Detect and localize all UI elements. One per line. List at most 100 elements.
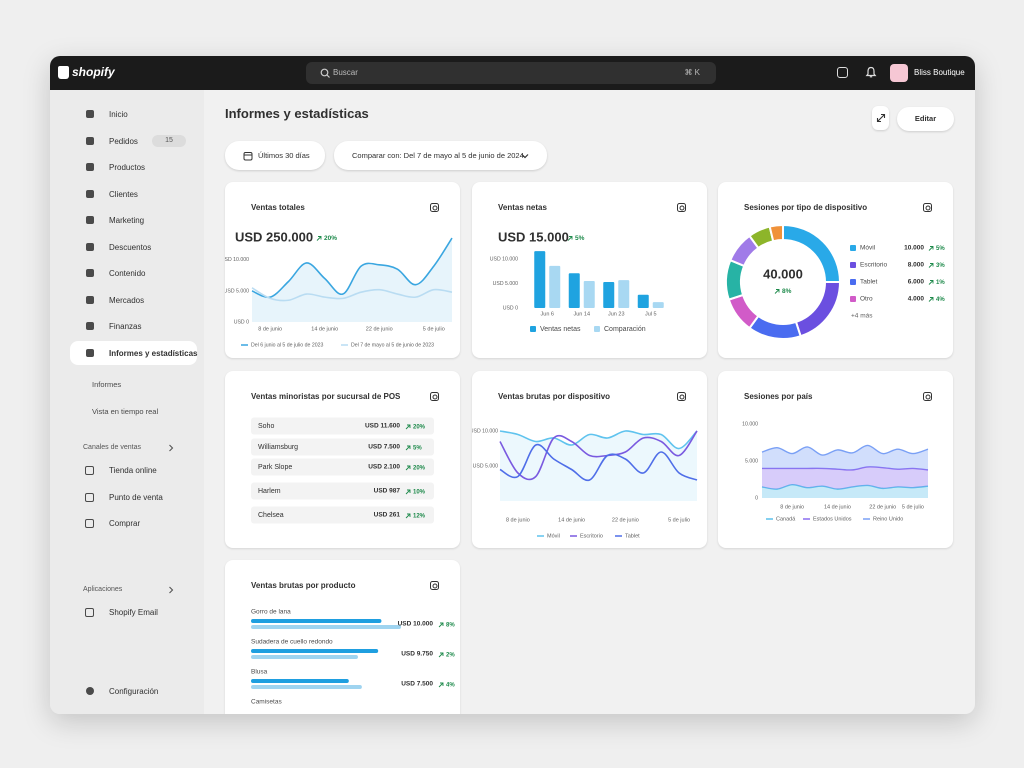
nav-subitem[interactable]: Informes bbox=[92, 380, 122, 389]
legend-swatch bbox=[850, 279, 856, 285]
nav-item[interactable]: Marketing bbox=[109, 216, 145, 225]
expand-button[interactable] bbox=[872, 106, 889, 130]
nav-item[interactable]: Pedidos bbox=[109, 136, 138, 146]
card-device-gross: Ventas brutas por dispositivo USD 5.000 US… bbox=[472, 371, 707, 548]
bar bbox=[549, 265, 561, 308]
shortcut: ⌘ K bbox=[684, 68, 700, 77]
nav-item[interactable]: Productos bbox=[109, 163, 146, 172]
legend-label: Otro bbox=[860, 296, 873, 303]
card-menu-icon[interactable] bbox=[923, 203, 932, 212]
store-name[interactable]: Bliss Boutique bbox=[914, 68, 965, 77]
x-tick-label: 5 de julio bbox=[902, 504, 924, 510]
icon-frame bbox=[430, 203, 439, 212]
section-title[interactable]: Canales de ventas bbox=[83, 444, 141, 451]
x-tick-label: 8 de junio bbox=[506, 517, 530, 523]
nav-item[interactable]: Configuración bbox=[109, 687, 159, 696]
calendar-icon bbox=[243, 152, 253, 161]
trend-value: 12% bbox=[413, 514, 426, 520]
legend-label: Ventas netas bbox=[540, 326, 581, 333]
trend-arrow bbox=[405, 489, 411, 495]
icon-frame bbox=[430, 392, 439, 401]
y-tick-label: USD 10.000 bbox=[225, 257, 249, 263]
nav-icon bbox=[86, 110, 94, 118]
chevron-path bbox=[169, 444, 174, 452]
avatar[interactable] bbox=[890, 64, 908, 82]
nav-item[interactable]: Inicio bbox=[109, 110, 128, 119]
series-line bbox=[499, 430, 698, 450]
row-background bbox=[251, 458, 434, 476]
card-menu-icon[interactable] bbox=[923, 392, 932, 401]
trend-value: 5% bbox=[575, 235, 585, 242]
x-tick-label: 22 de junio bbox=[869, 504, 896, 510]
card-canvas: Ventas brutas por producto Gorro de lana U… bbox=[251, 581, 455, 706]
legend-swatch bbox=[850, 262, 856, 268]
x-tick-label: 8 de junio bbox=[780, 504, 804, 510]
legend-label: Tablet bbox=[860, 279, 878, 286]
y-tick-label: 5.000 bbox=[745, 458, 758, 464]
legend-value: 6.000 bbox=[908, 279, 925, 286]
card-menu-icon[interactable] bbox=[430, 203, 439, 212]
store-icon[interactable] bbox=[837, 67, 848, 78]
nav-item[interactable]: Mercados bbox=[109, 295, 145, 305]
donut-segment bbox=[725, 258, 746, 301]
trend-value: 3% bbox=[936, 263, 945, 269]
card-total-sales: Ventas totales USD 250.000 20% USD 0 USD 5.0… bbox=[225, 182, 460, 358]
series-line bbox=[499, 443, 698, 482]
nav-item[interactable]: Comprar bbox=[109, 519, 141, 528]
brand: shopify bbox=[72, 65, 115, 79]
card-menu-icon[interactable] bbox=[677, 203, 686, 212]
trend-value: 4% bbox=[446, 683, 455, 689]
bar bbox=[251, 619, 382, 623]
bar bbox=[568, 273, 580, 308]
store-sales: USD 261 bbox=[374, 512, 401, 519]
bar bbox=[534, 251, 546, 308]
category-label: Gorro de lana bbox=[251, 609, 291, 616]
row-background bbox=[251, 482, 434, 500]
bar bbox=[583, 281, 595, 308]
compare-button[interactable]: Comparar con: Del 7 de mayo al 5 de juni… bbox=[334, 141, 547, 170]
bar bbox=[251, 655, 358, 659]
card-canvas: Ventas minoristas por sucursal de POS Soh… bbox=[251, 392, 439, 524]
card-canvas: Ventas netas USD 15.000 5% USD 0 USD 5.000 US… bbox=[490, 203, 686, 333]
y-tick-label: 10.000 bbox=[742, 421, 758, 427]
trend-value: 5% bbox=[936, 246, 945, 252]
legend-label: Del 6 junio al 5 de julio de 2023 bbox=[251, 342, 324, 348]
card-title: Ventas netas bbox=[498, 203, 547, 212]
x-tick-label: Jul 5 bbox=[645, 311, 657, 317]
nav-item[interactable]: Tienda online bbox=[109, 466, 157, 475]
card-menu-icon[interactable] bbox=[430, 581, 439, 590]
date-range-button[interactable]: Últimos 30 días bbox=[225, 141, 325, 170]
series-line bbox=[761, 466, 929, 471]
nav-item[interactable]: Contenido bbox=[109, 269, 146, 278]
section-title[interactable]: Aplicaciones bbox=[83, 585, 123, 593]
card-country-sessions: Sesiones por país 0 5.000 10.000 8 de junio 1… bbox=[718, 371, 953, 548]
nav-item[interactable]: Finanzas bbox=[109, 322, 142, 331]
trend-value: 8% bbox=[782, 288, 792, 295]
nav-item[interactable]: Punto de venta bbox=[109, 492, 163, 502]
trend-value: 20% bbox=[413, 466, 426, 472]
app-window: shopify Buscar ⌘ K Bliss Boutique Inicio… bbox=[50, 56, 975, 714]
chevron-path bbox=[169, 586, 174, 593]
nav-item[interactable]: Descuentos bbox=[109, 242, 152, 252]
nav-item[interactable]: Clientes bbox=[109, 189, 138, 199]
search-box[interactable]: Buscar ⌘ K bbox=[306, 62, 716, 84]
x-tick-label: 22 de junio bbox=[366, 326, 393, 332]
nav-item[interactable]: Informes y estadísticas bbox=[109, 348, 198, 358]
nav-item[interactable]: Shopify Email bbox=[109, 607, 158, 617]
nav-subitem[interactable]: Vista en tiempo real bbox=[92, 407, 159, 416]
series-line bbox=[251, 237, 453, 299]
bell-icon[interactable] bbox=[865, 66, 877, 79]
card-menu-icon[interactable] bbox=[677, 392, 686, 401]
legend-swatch bbox=[530, 326, 536, 332]
edit-button[interactable]: Editar bbox=[897, 107, 954, 131]
nav-icon bbox=[85, 492, 94, 502]
page-title: Informes y estadísticas bbox=[225, 106, 369, 121]
value-label: USD 9.750 bbox=[401, 651, 433, 658]
card-canvas: Sesiones por tipo de dispositivo 8% 40.000… bbox=[725, 203, 945, 340]
card-menu-icon[interactable] bbox=[430, 392, 439, 401]
nav-icon bbox=[86, 322, 94, 330]
x-tick-label: 5 de julio bbox=[423, 326, 445, 332]
headline-value: USD 250.000 bbox=[235, 229, 313, 244]
icon-frame bbox=[677, 392, 686, 401]
icon-lens bbox=[925, 394, 931, 400]
